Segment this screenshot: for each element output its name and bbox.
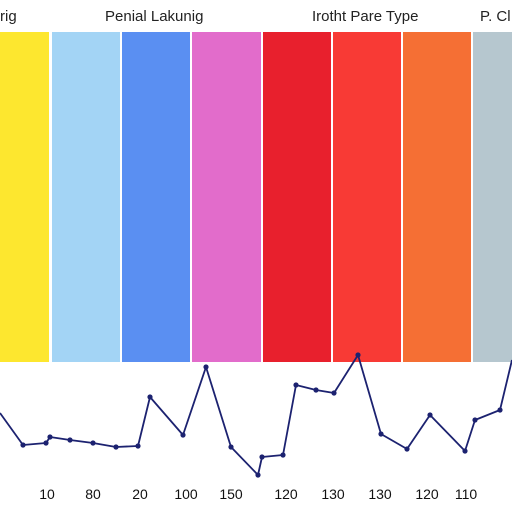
header-label-1: rig xyxy=(0,8,17,25)
data-point xyxy=(355,352,361,358)
data-point xyxy=(472,417,478,423)
data-point xyxy=(67,437,73,443)
data-point xyxy=(462,448,468,454)
data-point xyxy=(20,442,26,448)
data-point xyxy=(259,454,265,460)
x-tick-label: 150 xyxy=(219,486,243,502)
data-point xyxy=(147,394,153,400)
color-band-4 xyxy=(192,32,261,362)
color-band-3 xyxy=(122,32,190,362)
data-point xyxy=(497,407,503,413)
data-point xyxy=(427,412,433,418)
color-band-8 xyxy=(473,32,512,362)
header-label-4: P. Cl xyxy=(480,8,511,25)
header-label-3: Irotht Pare Type xyxy=(312,8,419,25)
x-tick-label: 10 xyxy=(39,486,55,502)
data-point xyxy=(293,382,299,388)
data-point xyxy=(255,472,261,478)
x-tick-label: 130 xyxy=(368,486,392,502)
data-point xyxy=(47,434,53,440)
x-tick-label: 110 xyxy=(454,486,478,502)
header-label-2: Penial Lakunig xyxy=(105,8,204,25)
data-point xyxy=(331,390,337,396)
data-point xyxy=(43,440,49,446)
data-point xyxy=(135,443,141,449)
x-tick-label: 20 xyxy=(132,486,148,502)
data-point xyxy=(90,440,96,446)
color-band-6 xyxy=(333,32,401,362)
color-band-5 xyxy=(263,32,331,362)
data-point xyxy=(280,452,286,458)
x-tick-label: 130 xyxy=(321,486,345,502)
data-point xyxy=(378,431,384,437)
data-point xyxy=(113,444,119,450)
data-point xyxy=(313,387,319,393)
color-band-1 xyxy=(0,32,49,362)
color-band-2 xyxy=(52,32,120,362)
x-tick-label: 80 xyxy=(85,486,101,502)
data-point xyxy=(180,432,186,438)
data-point xyxy=(404,446,410,452)
x-tick-label: 120 xyxy=(415,486,439,502)
color-band-7 xyxy=(403,32,471,362)
x-tick-label: 120 xyxy=(274,486,298,502)
data-point xyxy=(228,444,234,450)
x-tick-label: 100 xyxy=(174,486,198,502)
series-line xyxy=(0,354,512,476)
data-point xyxy=(203,364,209,370)
